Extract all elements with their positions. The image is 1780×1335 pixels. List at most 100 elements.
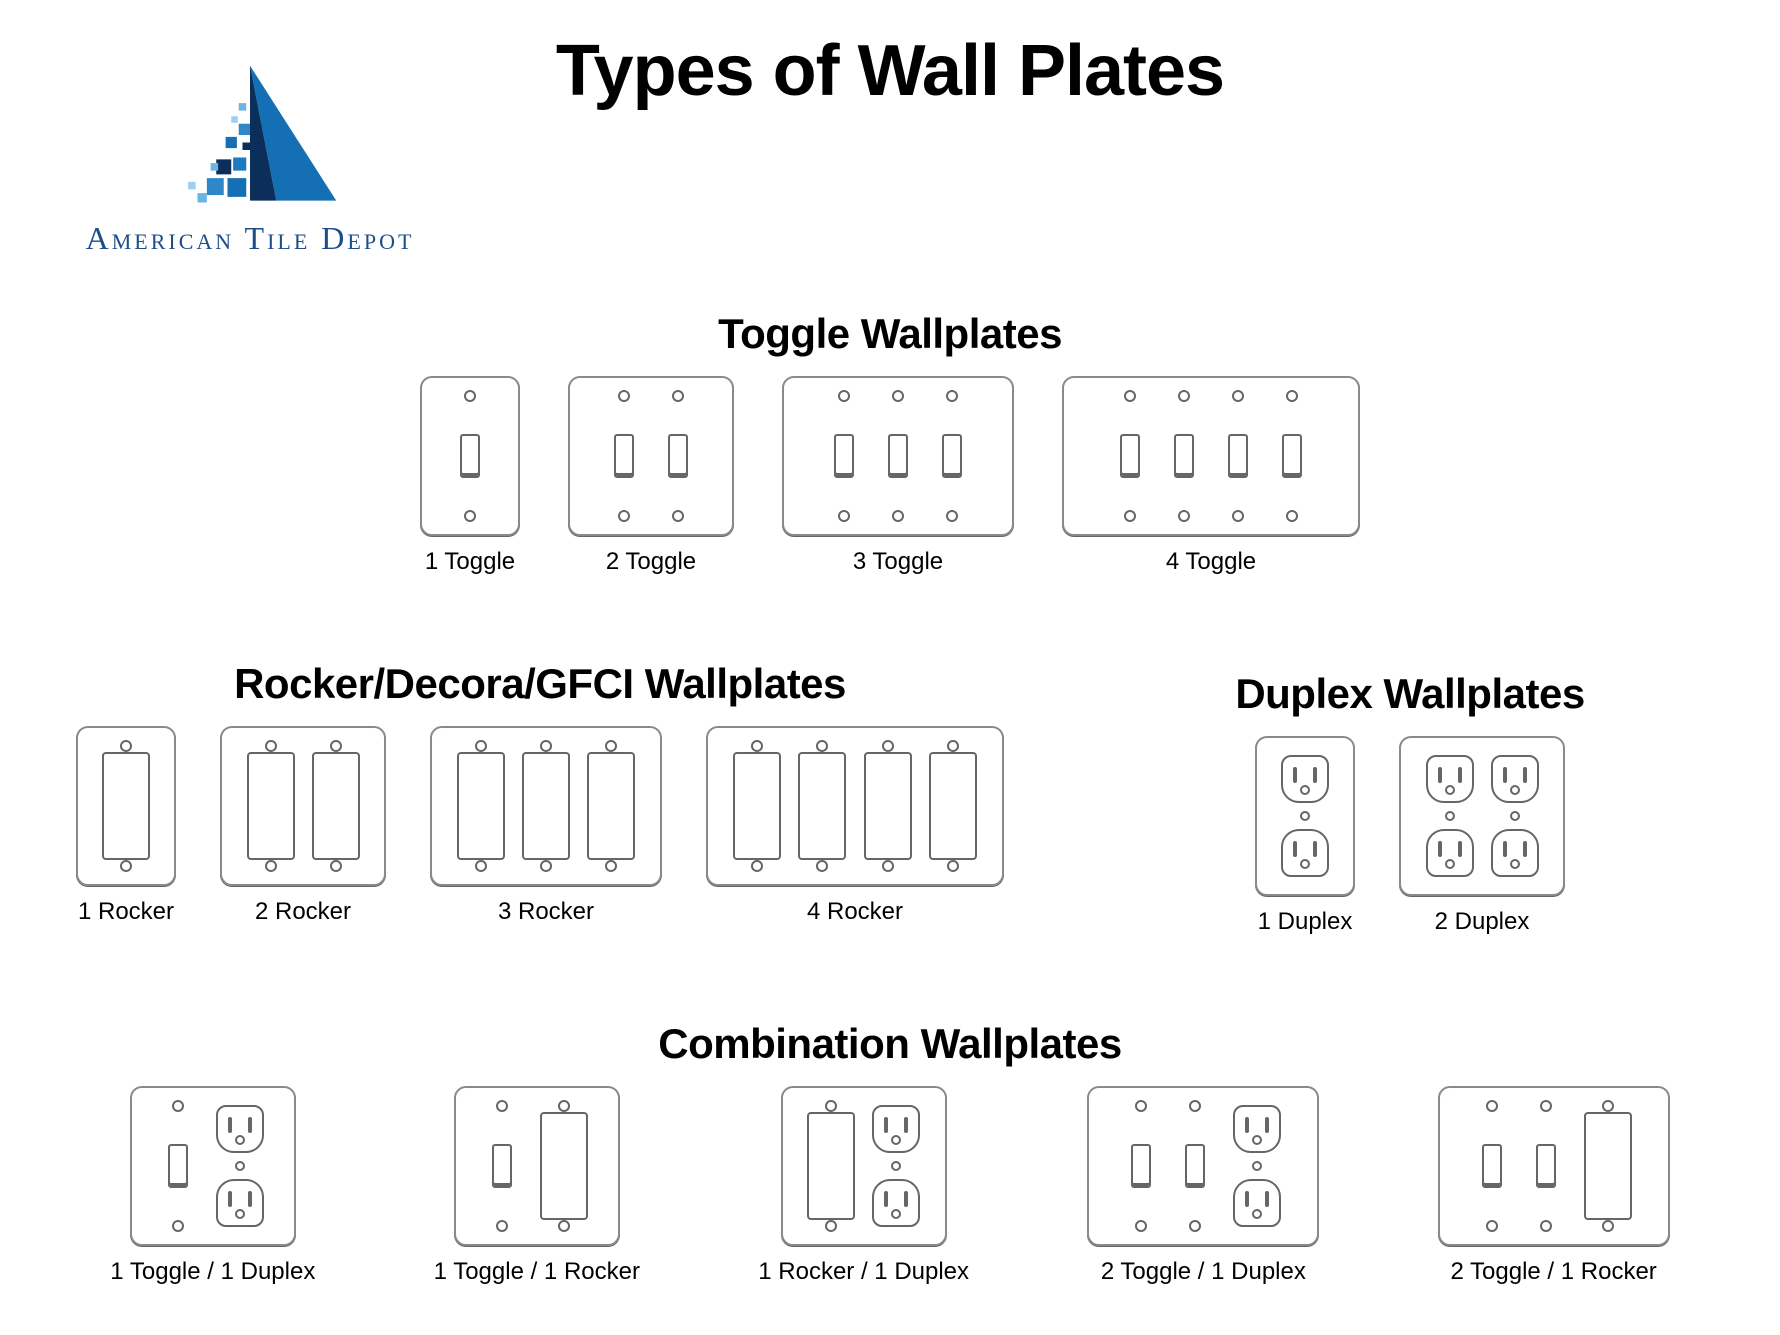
duplex-gang xyxy=(1417,738,1482,894)
screw-icon xyxy=(1540,1100,1552,1112)
screw-icon xyxy=(605,740,617,752)
rocker-slot-icon xyxy=(247,752,295,860)
rocker-gang xyxy=(513,728,578,884)
rocker-slot-icon xyxy=(540,1112,588,1220)
toggle-slot-icon xyxy=(888,434,908,478)
outlet-icon xyxy=(1426,755,1474,803)
toggle-gang xyxy=(871,378,925,534)
wall-plate xyxy=(706,726,1004,886)
rocker-slot-icon xyxy=(807,1112,855,1220)
rocker-gang xyxy=(448,728,513,884)
outlet-icon xyxy=(1491,755,1539,803)
screw-icon xyxy=(946,510,958,522)
screw-icon xyxy=(891,1161,901,1171)
plate-item: 1 Toggle / 1 Duplex xyxy=(110,1086,315,1286)
wall-plate xyxy=(420,376,520,536)
wall-plate xyxy=(76,726,176,886)
duplex-pair xyxy=(1281,755,1329,877)
toggle-gang xyxy=(1168,1088,1222,1244)
plate-item: 1 Toggle / 1 Rocker xyxy=(434,1086,640,1286)
screw-icon xyxy=(1232,390,1244,402)
outlet-icon xyxy=(1281,755,1329,803)
screw-icon xyxy=(618,390,630,402)
toggle-gang xyxy=(597,378,651,534)
toggle-gang xyxy=(1103,378,1157,534)
rocker-slot-icon xyxy=(733,752,781,860)
toggle-slot-icon xyxy=(834,434,854,478)
toggle-slot-icon xyxy=(1174,434,1194,478)
rocker-gang xyxy=(855,728,921,884)
toggle-slot-icon xyxy=(1120,434,1140,478)
screw-icon xyxy=(540,860,552,872)
screw-icon xyxy=(672,510,684,522)
toggle-gang xyxy=(1157,378,1211,534)
toggle-gang xyxy=(925,378,979,534)
plate-item: 3 Toggle xyxy=(782,376,1014,576)
plate-item: 2 Toggle / 1 Rocker xyxy=(1438,1086,1670,1286)
screw-icon xyxy=(882,860,894,872)
plate-row: 1 Duplex2 Duplex xyxy=(1130,736,1690,936)
toggle-gang xyxy=(443,378,497,534)
screw-icon xyxy=(172,1100,184,1112)
screw-icon xyxy=(265,740,277,752)
plate-item: 4 Toggle xyxy=(1062,376,1360,576)
duplex-gang xyxy=(1482,738,1547,894)
outlet-icon xyxy=(1491,829,1539,877)
screw-icon xyxy=(1510,811,1520,821)
duplex-gang xyxy=(1273,738,1337,894)
duplex-pair xyxy=(872,1105,920,1227)
wall-plate xyxy=(1399,736,1565,896)
screw-icon xyxy=(825,1220,837,1232)
outlet-icon xyxy=(1233,1179,1281,1227)
screw-icon xyxy=(558,1220,570,1232)
rocker-gang xyxy=(1573,1088,1643,1244)
duplex-pair xyxy=(1491,755,1539,877)
plate-caption: 1 Rocker / 1 Duplex xyxy=(758,1258,969,1286)
rocker-gang xyxy=(303,728,368,884)
screw-icon xyxy=(330,740,342,752)
section-toggle: Toggle Wallplates 1 Toggle2 Toggle3 Togg… xyxy=(370,310,1410,576)
duplex-gang xyxy=(205,1088,275,1244)
outlet-icon xyxy=(1426,829,1474,877)
rocker-slot-icon xyxy=(1584,1112,1632,1220)
plate-caption: 2 Rocker xyxy=(255,898,351,926)
outlet-icon xyxy=(1281,829,1329,877)
screw-icon xyxy=(265,860,277,872)
toggle-gang xyxy=(1465,1088,1519,1244)
wall-plate xyxy=(1438,1086,1670,1246)
screw-icon xyxy=(330,860,342,872)
screw-icon xyxy=(605,860,617,872)
screw-icon xyxy=(496,1220,508,1232)
plate-item: 2 Toggle xyxy=(568,376,734,576)
section-title-duplex: Duplex Wallplates xyxy=(1130,670,1690,718)
outlet-icon xyxy=(216,1105,264,1153)
screw-icon xyxy=(892,510,904,522)
rocker-gang xyxy=(799,1088,864,1244)
outlet-icon xyxy=(872,1105,920,1153)
duplex-pair xyxy=(1426,755,1474,877)
rocker-slot-icon xyxy=(102,752,150,860)
plate-item: 2 Rocker xyxy=(220,726,386,926)
screw-icon xyxy=(1135,1100,1147,1112)
plate-item: 1 Rocker / 1 Duplex xyxy=(758,1086,969,1286)
screw-icon xyxy=(1135,1220,1147,1232)
outlet-icon xyxy=(1233,1105,1281,1153)
screw-icon xyxy=(475,860,487,872)
section-duplex: Duplex Wallplates 1 Duplex2 Duplex xyxy=(1130,670,1690,936)
toggle-gang xyxy=(651,378,705,534)
screw-icon xyxy=(1189,1220,1201,1232)
wall-plate xyxy=(130,1086,296,1246)
screw-icon xyxy=(496,1100,508,1112)
toggle-slot-icon xyxy=(1228,434,1248,478)
toggle-slot-icon xyxy=(1131,1144,1151,1188)
screw-icon xyxy=(838,390,850,402)
screw-icon xyxy=(816,860,828,872)
rocker-gang xyxy=(94,728,158,884)
screw-icon xyxy=(618,510,630,522)
plate-caption: 2 Toggle / 1 Rocker xyxy=(1450,1258,1656,1286)
plate-item: 1 Duplex xyxy=(1255,736,1355,936)
toggle-gang xyxy=(475,1088,529,1244)
page-title: Types of Wall Plates xyxy=(0,30,1780,112)
plate-row: 1 Toggle / 1 Duplex 1 Toggle / 1 Rocker 1 … xyxy=(0,1086,1780,1286)
screw-icon xyxy=(947,740,959,752)
